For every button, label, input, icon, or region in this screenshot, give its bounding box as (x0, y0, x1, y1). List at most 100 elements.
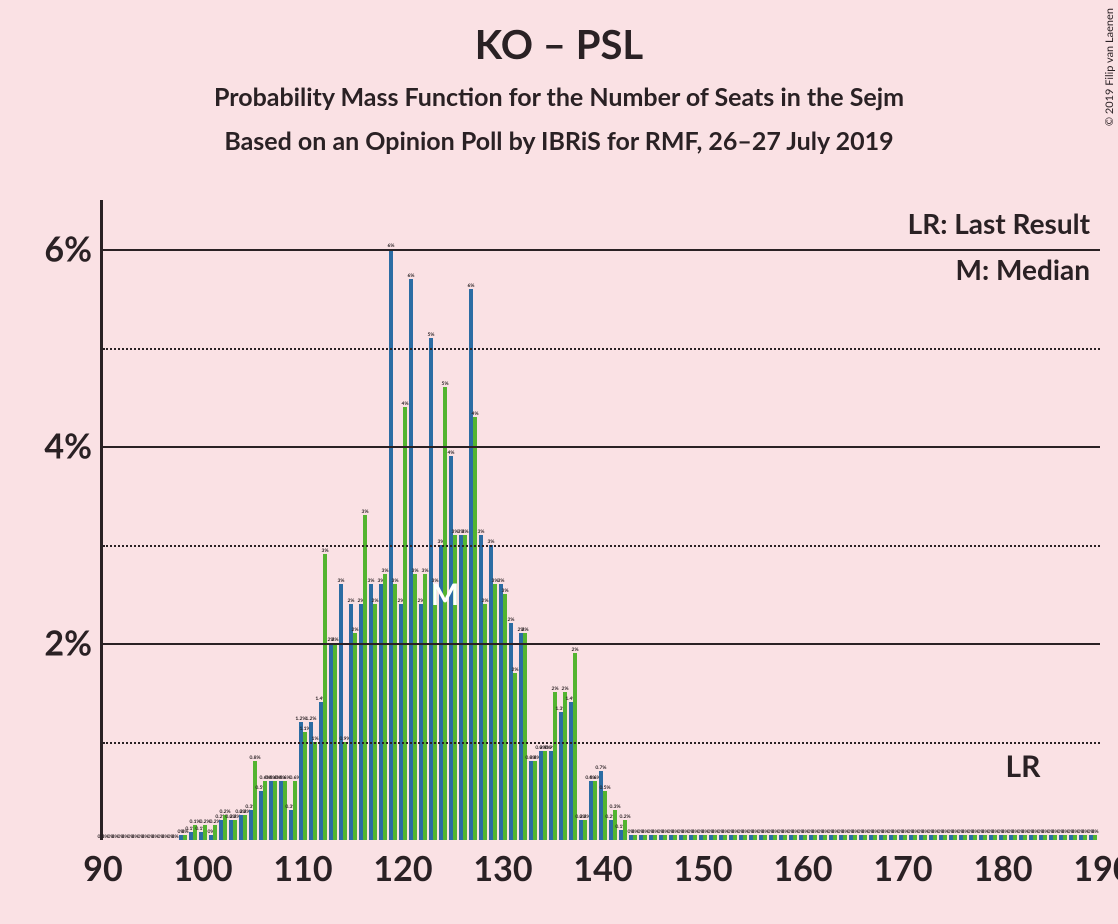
gridline-major (103, 249, 1100, 251)
bar-green: 3% (423, 574, 427, 840)
bar-label: 3% (497, 578, 504, 584)
bar-label: 2% (522, 627, 529, 633)
bar-label: 3% (367, 578, 374, 584)
bar-green: 2% (353, 633, 357, 840)
bar-green: 0.6% (283, 781, 287, 840)
bar-green: 0% (893, 835, 897, 840)
bar-green: 0% (703, 835, 707, 840)
bar-green: 3% (363, 515, 367, 840)
bars-container: 0%0%0%0%0%0%0%0%0%0%0%0%0%0%0%0%0%0%0.1%… (103, 200, 1100, 840)
bar-green: 0% (653, 835, 657, 840)
bar-green: 0% (983, 835, 987, 840)
bar-label: 3% (477, 529, 484, 535)
bar-green: 2% (563, 692, 567, 840)
x-axis-label: 90 (83, 848, 122, 889)
bar-label: 0.8% (250, 755, 261, 761)
bar-green: 2% (373, 604, 377, 840)
bar-label: 2% (562, 686, 569, 692)
bar-label: 3% (392, 578, 399, 584)
lr-marker: LR (1006, 748, 1041, 784)
bar-label: 2% (512, 667, 519, 673)
gridline-minor (103, 742, 1100, 744)
bar-label: 4% (472, 411, 479, 417)
bar-label: 2% (347, 598, 354, 604)
bar-green: 2% (513, 673, 517, 840)
bar-green: 0.2% (233, 820, 237, 840)
bar-green: 0% (1003, 835, 1007, 840)
x-axis-label: 120 (373, 848, 432, 889)
bar-green: 0% (773, 835, 777, 840)
bar-green: 3% (413, 574, 417, 840)
bar-green: 0% (973, 835, 977, 840)
bar-green: 0% (1073, 835, 1077, 840)
bar-label: 0% (1092, 829, 1099, 835)
bar-green: 0% (633, 835, 637, 840)
x-axis-label: 100 (173, 848, 232, 889)
bar-green: 0% (793, 835, 797, 840)
bar-green: 3% (463, 535, 467, 840)
copyright-text: © 2019 Filip van Laenen (1103, 8, 1116, 126)
bar-green: 0.8% (253, 761, 257, 840)
bar-green: 0% (1013, 835, 1017, 840)
x-axis-label: 110 (273, 848, 332, 889)
bar-green: 0% (693, 835, 697, 840)
bar-green: 0% (883, 835, 887, 840)
bar-green: 0% (933, 835, 937, 840)
bar-label: 2% (507, 617, 514, 623)
bar-label: 3% (322, 548, 329, 554)
bar-green: 0% (763, 835, 767, 840)
bar-green: 0% (643, 835, 647, 840)
bar-label: 3% (502, 588, 509, 594)
bar-green: 0% (923, 835, 927, 840)
bar-green: 0% (843, 835, 847, 840)
bar-green: 0% (1053, 835, 1057, 840)
bar-green: 0.9% (343, 742, 347, 840)
bar-label: 0.5% (600, 785, 611, 791)
bar-green: 0% (683, 835, 687, 840)
bar-green: 0% (663, 835, 667, 840)
bar-label: 2% (352, 627, 359, 633)
chart-subtitle-2: Based on an Opinion Poll by IBRiS for RM… (0, 126, 1118, 156)
bar-green: 0% (673, 835, 677, 840)
bar-green: 0.2% (243, 815, 247, 840)
gridline-minor (103, 348, 1100, 350)
bar-green: 3% (383, 574, 387, 840)
plot-area: LR: Last Result M: Median 0%0%0%0%0%0%0%… (100, 200, 1100, 840)
bar-green: 0.8% (533, 761, 537, 840)
bar-label: 2% (482, 598, 489, 604)
x-axis-label: 130 (473, 848, 532, 889)
bar-green: 3% (493, 584, 497, 840)
bar-green: 0% (853, 835, 857, 840)
bar-label: 0.7% (595, 765, 606, 771)
bar-green: 3% (433, 584, 437, 840)
bar-green: 2% (523, 633, 527, 840)
bar-green: 0% (913, 835, 917, 840)
y-axis-label: 6% (44, 229, 92, 270)
bar-green: 0% (713, 835, 717, 840)
median-marker: M (431, 576, 459, 612)
x-axis-label: 180 (973, 848, 1032, 889)
chart-title: KO – PSL (0, 0, 1118, 68)
bar-green: 0% (723, 835, 727, 840)
bar-label: 3% (462, 529, 469, 535)
bar-green: 0% (1093, 835, 1097, 840)
bar-green: 3% (323, 554, 327, 840)
bar-green: 0% (813, 835, 817, 840)
bar-label: 2% (372, 598, 379, 604)
chart-subtitle-1: Probability Mass Function for the Number… (0, 82, 1118, 112)
bar-label: 2% (572, 647, 579, 653)
bar-green: 0% (733, 835, 737, 840)
bar-green: 4% (473, 417, 477, 840)
bar-label: 6% (467, 283, 474, 289)
bar-label: 0.3% (610, 804, 621, 810)
bar-green: 0% (783, 835, 787, 840)
bar-green: 1.1% (303, 732, 307, 840)
bar-green: 0% (873, 835, 877, 840)
gridline-major (103, 643, 1100, 645)
x-axis-label: 150 (673, 848, 732, 889)
bar-label: 4% (402, 401, 409, 407)
bar-green: 0% (1083, 835, 1087, 840)
bar-green: 0% (863, 835, 867, 840)
bar-green: 0% (1063, 835, 1067, 840)
bar-green: 0% (823, 835, 827, 840)
